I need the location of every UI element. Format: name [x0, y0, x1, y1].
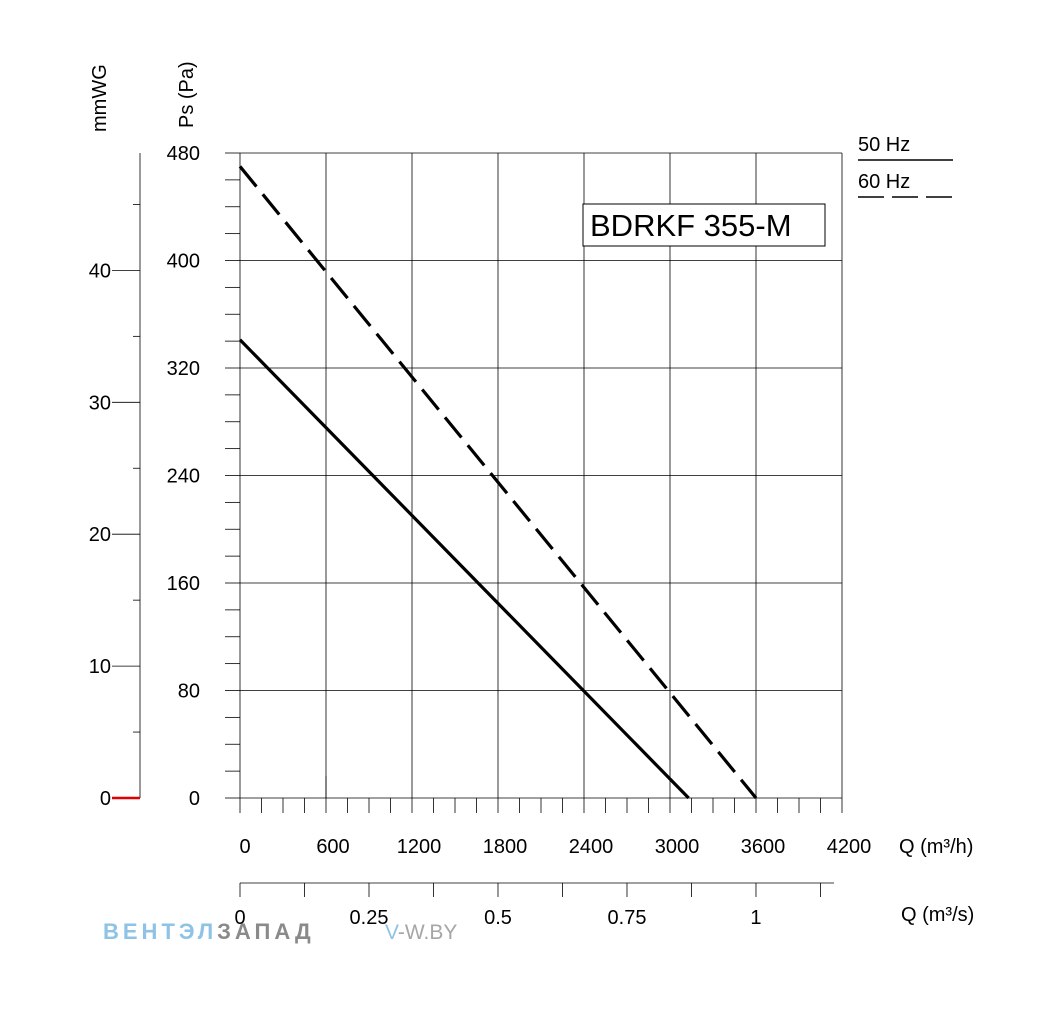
brand-watermark: ВЕНТЭЛЗАПАД	[103, 919, 315, 945]
y2-tick-label: 40	[89, 260, 111, 282]
series-lines	[238, 165, 758, 800]
x-tick-label: 1800	[483, 836, 528, 858]
y2-tick-label: 0	[100, 788, 111, 810]
x2-tick-label: 1	[750, 907, 761, 929]
brand-part-2: ЗАПАД	[217, 919, 315, 944]
x-tick-label: 4200	[827, 836, 872, 858]
y-tick-label: 160	[167, 573, 200, 595]
x-tick-label: 0	[239, 836, 250, 858]
x2-tick-label: 0.25	[350, 907, 389, 929]
x-tick-label: 3600	[741, 836, 786, 858]
y-tick-label: 80	[178, 681, 200, 703]
x-axis-label-secondary: Q (m³/s)	[901, 904, 974, 926]
axes	[112, 153, 834, 897]
x-tick-label: 2400	[569, 836, 614, 858]
chart-title: BDRKF 355-M	[590, 208, 792, 243]
x-tick-label: 1200	[397, 836, 442, 858]
chart-title-box: BDRKF 355-M	[582, 203, 826, 247]
site-part-2: -W.BY	[397, 921, 458, 944]
y-tick-label: 320	[167, 358, 200, 380]
y-tick-label: 240	[167, 466, 200, 488]
legend-label-60hz: 60 Hz	[858, 171, 910, 193]
x2-tick-label: 0.75	[608, 907, 647, 929]
y-axis-label-primary: Ps (Pa)	[176, 61, 198, 128]
y-tick-label: 0	[189, 788, 200, 810]
x-tick-label: 600	[316, 836, 349, 858]
series-line-50hz	[238, 338, 690, 800]
legend-label-50hz: 50 Hz	[858, 134, 910, 156]
site-part-1: V	[385, 921, 398, 944]
series-line-60hz	[238, 165, 758, 800]
x2-tick-label: 0.5	[484, 907, 512, 929]
grid	[239, 152, 843, 799]
x2-tick-label: 0	[234, 907, 245, 929]
y2-tick-label: 30	[89, 392, 111, 414]
site-watermark: V-W.BY	[385, 921, 457, 945]
y2-tick-label: 20	[89, 524, 111, 546]
legend: 50 Hz 60 Hz	[858, 134, 953, 198]
y2-tick-label: 10	[89, 656, 111, 678]
x-tick-label: 3000	[655, 836, 700, 858]
x-axis-label-primary: Q (m³/h)	[899, 836, 973, 858]
minor-ticks	[225, 152, 843, 813]
y-tick-label: 400	[167, 251, 200, 273]
y-tick-label: 480	[167, 143, 200, 165]
brand-part-1: ВЕНТЭЛ	[103, 919, 218, 944]
y-axis-label-secondary: mmWG	[89, 64, 111, 132]
